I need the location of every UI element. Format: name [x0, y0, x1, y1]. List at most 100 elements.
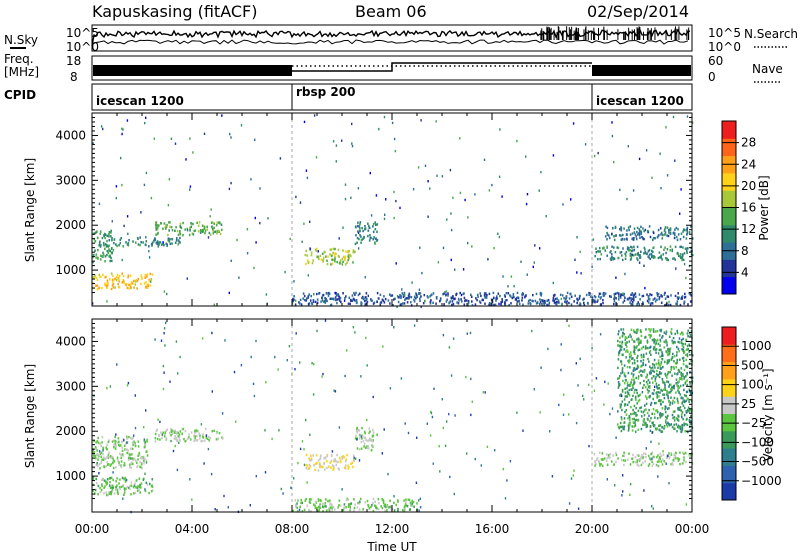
power-cell: [419, 299, 421, 303]
power-cell: [557, 299, 560, 302]
velocity-cell: [205, 436, 208, 439]
power-cell: [679, 245, 681, 249]
velocity-cell: [466, 452, 468, 455]
velocity-cell: [663, 396, 666, 400]
velocity-cell: [194, 437, 196, 440]
velocity-cell: [599, 462, 601, 466]
velocity-cell: [211, 331, 213, 335]
power-cell: [470, 295, 473, 298]
power-cell: [350, 254, 352, 258]
power-cell: [102, 251, 104, 255]
power-cell: [680, 256, 682, 259]
power-cell: [494, 303, 497, 306]
velocity-cell: [667, 380, 670, 384]
power-cell: [611, 233, 613, 236]
power-cell: [645, 252, 648, 256]
power-cell: [372, 238, 374, 241]
power-cell: [667, 234, 670, 238]
power-cell: [461, 300, 463, 303]
velocity-cell: [682, 363, 685, 366]
velocity-cell: [390, 508, 392, 511]
velocity-cell: [617, 366, 619, 370]
power-cell: [600, 253, 603, 256]
velocity-cell: [663, 346, 666, 349]
power-cell: [355, 299, 358, 302]
velocity-cell: [651, 431, 653, 434]
velocity-cell: [312, 393, 315, 396]
power-cell: [580, 272, 582, 275]
power-cell: [106, 234, 108, 237]
power-cell: [651, 176, 653, 179]
velocity-cell: [641, 370, 644, 373]
velocity-cell: [685, 411, 688, 414]
velocity-cell: [647, 379, 650, 382]
velocity-cell: [102, 478, 104, 481]
velocity-cell: [115, 444, 117, 447]
velocity-cell: [324, 504, 326, 508]
power-cell: [171, 242, 173, 245]
power-cell: [502, 275, 504, 278]
velocity-cell: [637, 419, 639, 422]
power-cell: [539, 302, 541, 306]
velocity-cell: [140, 482, 143, 485]
power-cell: [299, 201, 302, 204]
power-cell: [574, 258, 576, 261]
power-cell: [383, 301, 386, 304]
power-cell: [627, 226, 630, 229]
velocity-cell: [621, 335, 624, 338]
velocity-cell: [624, 395, 627, 398]
velocity-cell: [650, 440, 652, 443]
power-cell: [375, 194, 378, 197]
power-cell: [631, 249, 633, 253]
power-cell: [643, 246, 646, 250]
power-cell: [375, 223, 377, 227]
power-cell: [660, 187, 662, 190]
power-cell: [660, 254, 662, 257]
power-cell: [190, 225, 192, 228]
velocity-cell: [661, 352, 664, 355]
velocity-cell: [316, 461, 318, 465]
velocity-cell: [656, 456, 658, 459]
velocity-cell: [175, 432, 178, 435]
velocity-cell: [635, 406, 637, 410]
velocity-cell: [164, 435, 166, 438]
velocity-cell: [669, 391, 671, 394]
power-cell: [177, 239, 180, 242]
power-colorbar-tick-label: 4: [741, 265, 749, 279]
power-cell: [104, 276, 106, 279]
power-cell: [362, 229, 364, 233]
velocity-cell: [664, 341, 667, 344]
velocity-cell: [172, 429, 175, 432]
power-cell: [135, 241, 137, 244]
power-cell: [125, 283, 128, 286]
velocity-cell: [116, 441, 119, 444]
power-cell: [109, 255, 111, 258]
power-cell: [636, 257, 638, 260]
velocity-cell: [290, 486, 292, 489]
velocity-cell: [429, 434, 432, 437]
velocity-cell: [380, 505, 382, 508]
power-colorbar-swatch: [722, 121, 736, 139]
velocity-cell: [430, 411, 433, 415]
velocity-cell: [114, 435, 116, 439]
power-cell: [114, 277, 116, 280]
power-cell: [403, 302, 406, 305]
velocity-cell: [364, 501, 366, 504]
power-cell: [150, 280, 152, 283]
velocity-cell: [297, 461, 299, 465]
power-cell: [365, 292, 368, 295]
power-cell: [338, 295, 341, 299]
power-y-tick-label: 4000: [55, 128, 86, 142]
velocity-cell: [194, 431, 196, 434]
velocity-cell: [667, 395, 669, 398]
velocity-cell: [652, 363, 654, 366]
velocity-cell: [655, 375, 657, 379]
velocity-cell: [107, 453, 110, 457]
velocity-cell: [661, 351, 663, 354]
velocity-cell: [623, 382, 626, 385]
power-cell: [354, 293, 356, 296]
power-cell: [683, 296, 686, 299]
power-cell: [556, 297, 558, 300]
cpid-label: CPID: [4, 88, 36, 102]
velocity-cell: [305, 418, 307, 422]
